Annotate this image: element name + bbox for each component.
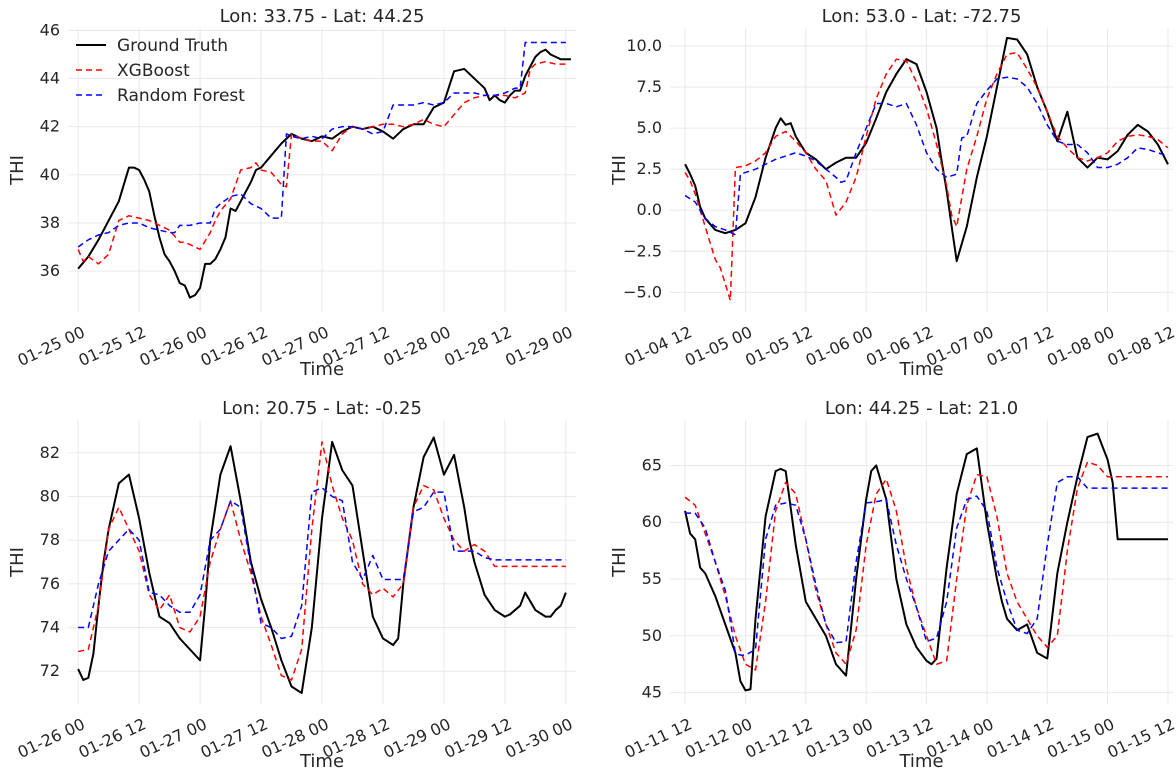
y-tick-label: 46 [40,20,60,39]
x-axis-label: Time [898,751,943,770]
series-line-ground-truth [684,36,1169,263]
x-tick-label: 01-25 12 [76,322,149,370]
legend: Ground Truth XGBoost Random Forest [76,36,245,106]
y-tick-label: 40 [40,165,60,184]
plot-area [670,420,1173,704]
y-tick-label: 2.5 [637,159,662,178]
x-tick-label: 01-04 12 [622,322,695,370]
x-tick-label: 01-28 12 [441,322,514,370]
y-tick-label: 65 [642,455,662,474]
x-tick-label: 01-28 00 [380,322,453,370]
x-tick-label: 01-07 12 [984,322,1057,370]
y-tick-label: 76 [40,574,60,593]
legend-label: Random Forest [117,86,245,106]
x-tick-label: 01-14 12 [984,714,1057,762]
series-line-random-forest [77,41,566,248]
x-tick-label: 01-06 00 [803,322,876,370]
y-axis-label: THI [609,547,630,578]
x-tick-label: 01-27 00 [137,714,210,762]
y-tick-label: 72 [40,661,60,680]
series-line-xgboost [684,51,1169,302]
x-tick-label: 01-11 12 [622,714,695,762]
series-line-ground-truth [684,432,1168,692]
y-tick-label: 0.0 [637,200,662,219]
legend-label: XGBoost [117,61,190,81]
chart-title: Lon: 20.75 - Lat: -0.25 [222,398,422,419]
x-axis-label: Time [898,359,943,380]
series-line-xgboost [77,60,566,265]
chart-title: Lon: 53.0 - Lat: -72.75 [822,6,1022,27]
y-tick-label: 5.0 [637,118,662,137]
series-line-random-forest [685,476,1168,656]
x-tick-label: 01-12 12 [742,714,815,762]
y-tick-label: 10.0 [626,36,662,55]
y-tick-label: 7.5 [637,77,662,96]
series-line-ground-truth [77,48,571,299]
x-tick-label: 01-26 00 [137,322,210,370]
y-tick-label: 60 [642,512,662,531]
x-tick-label: 01-13 00 [803,714,876,762]
x-tick-label: 01-15 12 [1104,714,1176,762]
x-axis-label: Time [299,359,344,380]
x-axis-label: Time [299,751,344,770]
y-tick-label: 55 [642,569,662,588]
x-tick-label: 01-05 00 [682,322,755,370]
y-tick-label: 36 [40,261,60,280]
y-tick-label: 44 [40,69,60,88]
y-axis-label: THI [609,155,630,186]
chart-title: Lon: 33.75 - Lat: 44.25 [220,6,425,27]
x-tick-label: 01-26 12 [76,714,149,762]
x-tick-label: 01-12 00 [682,714,755,762]
y-tick-label: 42 [40,117,60,136]
x-tick-label: 01-29 12 [441,714,514,762]
y-tick-label: 80 [40,486,60,505]
series-line-ground-truth [77,436,567,695]
series-line-xgboost [684,461,1168,671]
x-tick-label: 01-05 12 [742,322,815,370]
y-axis-label: THI [7,547,28,578]
y-tick-label: 38 [40,213,60,232]
y-axis-label: THI [7,155,28,186]
x-tick-label: 01-08 00 [1044,322,1117,370]
x-tick-label: 01-26 00 [15,714,88,762]
y-tick-label: 82 [40,443,60,462]
series-line-xgboost [78,441,566,681]
x-tick-label: 01-26 12 [198,322,271,370]
x-tick-label: 01-27 12 [198,714,271,762]
y-tick-label: 78 [40,530,60,549]
y-tick-label: 50 [642,626,662,645]
chart-title: Lon: 44.25 - Lat: 21.0 [825,398,1018,419]
y-tick-label: −2.5 [623,241,662,260]
y-tick-label: −5.0 [623,282,662,301]
x-tick-label: 01-25 00 [15,322,88,370]
legend-label: Ground Truth [117,36,228,56]
y-tick-label: 45 [642,683,662,702]
x-tick-label: 01-15 00 [1044,714,1117,762]
x-tick-label: 01-30 00 [502,714,575,762]
x-tick-label: 01-08 12 [1104,322,1176,370]
x-tick-label: 01-29 00 [380,714,453,762]
y-tick-label: 74 [40,618,60,637]
x-tick-label: 01-29 00 [502,322,575,370]
